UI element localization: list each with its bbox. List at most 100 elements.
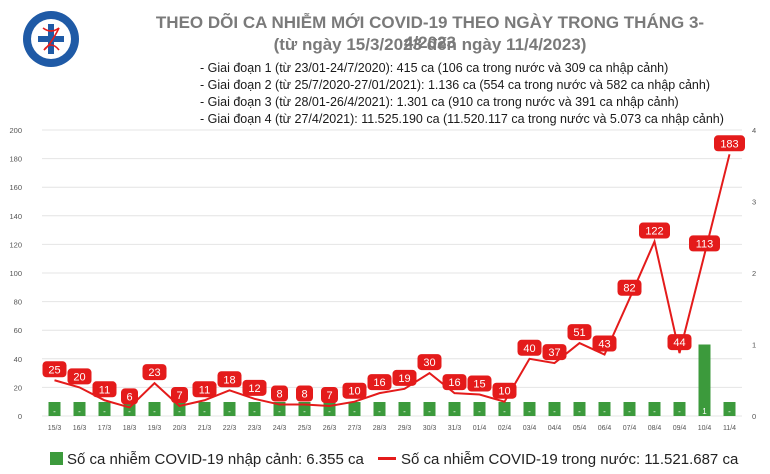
bar: [698, 344, 711, 416]
x-tick-label: 09/4: [673, 425, 687, 432]
ministry-of-health-logo: [23, 11, 79, 67]
x-tick-label: 20/3: [173, 425, 187, 432]
note-phase-4: - Giai đoạn 4 (từ 27/4/2021): 11.525.190…: [200, 112, 724, 126]
x-tick-label: 21/3: [198, 425, 212, 432]
line-data-label: 19: [398, 373, 410, 385]
bar-data-label: -: [678, 407, 681, 416]
bar: [198, 402, 211, 416]
y-left-tick-label: 40: [14, 355, 22, 364]
bar: [148, 402, 161, 416]
x-tick-label: 24/3: [273, 425, 287, 432]
y-left-tick-label: 200: [9, 126, 22, 135]
line-data-label-box: [192, 381, 217, 398]
x-tick-label: 03/4: [523, 425, 537, 432]
bar-data-label: -: [528, 407, 531, 416]
line-data-label: 8: [301, 389, 307, 401]
bar-data-label: -: [228, 407, 231, 416]
x-tick-label: 10/4: [698, 425, 712, 432]
x-tick-label: 19/3: [148, 425, 162, 432]
bar-data-label: -: [728, 407, 731, 416]
x-tick-label: 07/4: [623, 425, 637, 432]
line-data-label-box: [367, 374, 392, 391]
note-phase-1: - Giai đoạn 1 (từ 23/01-24/7/2020): 415 …: [200, 61, 669, 75]
bar-data-label: -: [628, 407, 631, 416]
y-left-tick-label: 20: [14, 383, 22, 392]
bar: [523, 402, 536, 416]
line-data-label-box: [542, 344, 567, 361]
bar-data-label: -: [603, 407, 606, 416]
bar: [423, 402, 436, 416]
line-data-label: 113: [696, 238, 714, 250]
line-data-label-box: [321, 386, 338, 403]
y-right-tick-label: 0: [752, 412, 756, 421]
line-data-label: 23: [148, 367, 160, 379]
bar: [473, 402, 486, 416]
line-data-label: 183: [720, 138, 738, 150]
bar: [73, 402, 86, 416]
y-left-tick-label: 140: [9, 212, 22, 221]
line-data-label-box: [689, 235, 720, 252]
x-tick-label: 16/3: [73, 425, 87, 432]
bar: [573, 402, 586, 416]
bar: [598, 402, 611, 416]
line-data-label: 44: [673, 337, 685, 349]
bar: [248, 402, 261, 416]
x-tick-label: 15/3: [48, 425, 62, 432]
x-tick-label: 17/3: [98, 425, 112, 432]
line-data-label-box: [271, 385, 288, 402]
line-data-label: 82: [623, 283, 635, 295]
bar-data-label: -: [378, 407, 381, 416]
line-data-label: 10: [348, 386, 360, 398]
bar: [223, 402, 236, 416]
note-phase-3: - Giai đoạn 3 (từ 28/01-26/4/2021): 1.30…: [200, 95, 679, 109]
line-data-label-box: [417, 354, 442, 371]
x-tick-label: 22/3: [223, 425, 237, 432]
x-tick-label: 05/4: [573, 425, 587, 432]
bar-data-label: 1: [702, 407, 707, 416]
bar-data-label: -: [553, 407, 556, 416]
y-right-tick-label: 2: [752, 269, 756, 278]
bar-data-label: -: [303, 407, 306, 416]
x-tick-label: 01/4: [473, 425, 487, 432]
line-data-label: 7: [176, 390, 182, 402]
line-data-label-box: [392, 369, 417, 386]
line-data-label: 12: [248, 383, 260, 395]
line-data-label: 16: [448, 377, 460, 389]
bar-data-label: -: [653, 407, 656, 416]
x-tick-label: 31/3: [448, 425, 462, 432]
line-data-label: 18: [223, 374, 235, 386]
bar-data-label: -: [128, 407, 131, 416]
bar-data-label: -: [328, 407, 331, 416]
bar-data-label: -: [428, 407, 431, 416]
line-data-label-box: [217, 371, 242, 388]
y-right-tick-label: 4: [752, 126, 756, 135]
bar-data-label: -: [453, 407, 456, 416]
domestic-cases-line: [54, 154, 731, 409]
line-data-label-box: [517, 339, 542, 356]
legend-line-entry: Số ca nhiễm COVID-19 trong nước: 11.521.…: [378, 451, 738, 468]
line-data-label: 11: [99, 384, 110, 396]
bar-data-label: -: [53, 407, 56, 416]
line-data-label-box: [567, 324, 592, 341]
line-data-label-box: [714, 135, 745, 152]
y-right-tick-label: 3: [752, 198, 756, 207]
line-data-label: 7: [326, 390, 332, 402]
x-tick-label: 18/3: [123, 425, 137, 432]
bar-data-label: -: [103, 407, 106, 416]
bar-data-label: -: [78, 407, 81, 416]
x-tick-label: 23/3: [248, 425, 262, 432]
legend-bar-entry: Số ca nhiễm COVID-19 nhập cảnh: 6.355 ca: [50, 451, 364, 468]
line-data-label-box: [142, 364, 167, 381]
legend-bar-swatch: [50, 452, 63, 465]
line-data-label-box: [171, 386, 188, 403]
bar: [673, 402, 686, 416]
line-data-label: 122: [645, 226, 663, 238]
legend-bar-label: Số ca nhiễm COVID-19 nhập cảnh: 6.355 ca: [67, 451, 364, 468]
line-data-label-box: [42, 361, 67, 378]
line-data-label-box: [442, 374, 467, 391]
line-data-label-box: [492, 382, 517, 399]
line-data-label: 25: [48, 364, 60, 376]
line-data-label: 43: [598, 339, 610, 351]
legend-line-label: Số ca nhiễm COVID-19 trong nước: 11.521.…: [401, 451, 739, 468]
